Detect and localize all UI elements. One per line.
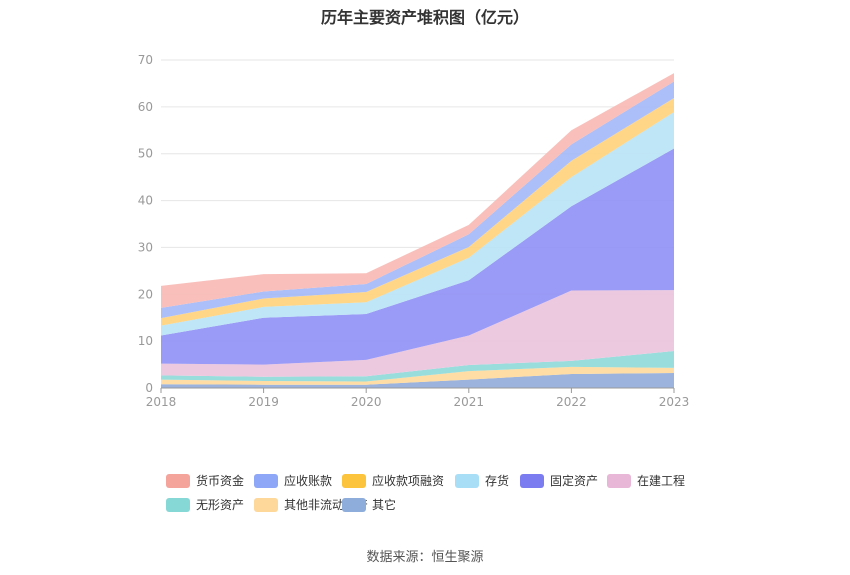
legend-swatch <box>607 473 631 488</box>
legend-label: 应收账款 <box>284 474 333 488</box>
chart-title: 历年主要资产堆积图（亿元） <box>320 8 529 27</box>
area-series-2 <box>161 350 674 382</box>
x-tick-label: 2018 <box>146 395 177 409</box>
area-series-5 <box>161 112 674 336</box>
y-tick-label: 10 <box>138 334 153 348</box>
legend-label: 在建工程 <box>637 474 686 488</box>
legend-swatch <box>342 473 366 488</box>
legend-label: 固定资产 <box>550 474 599 488</box>
area-series-4 <box>161 148 674 365</box>
legend-label: 无形资产 <box>196 498 245 512</box>
legend-label: 存货 <box>485 474 510 488</box>
legend-item[interactable]: 其它 <box>342 496 396 513</box>
legend-item[interactable]: 固定资产 <box>520 472 598 489</box>
area-series-0 <box>161 373 674 388</box>
y-tick-label: 30 <box>138 240 153 254</box>
y-tick-label: 70 <box>138 53 153 67</box>
y-tick-label: 60 <box>138 100 153 114</box>
legend-item[interactable]: 应收账款 <box>254 472 332 489</box>
legend-item[interactable]: 在建工程 <box>607 472 685 489</box>
legend-swatch <box>520 473 544 488</box>
x-tick-label: 2020 <box>351 395 382 409</box>
legend-swatch <box>166 473 190 488</box>
source-note: 数据来源：恒生聚源 <box>366 550 484 565</box>
y-tick-label: 40 <box>138 194 153 208</box>
legend-item[interactable]: 货币资金 <box>166 472 244 489</box>
area-series-1 <box>161 366 674 385</box>
x-tick-label: 2021 <box>454 395 485 409</box>
legend-swatch <box>254 497 278 512</box>
area-series-3 <box>161 290 674 377</box>
y-tick-label: 0 <box>145 381 153 395</box>
y-tick-label: 20 <box>138 287 153 301</box>
legend-label: 应收款项融资 <box>372 474 445 488</box>
y-tick-label: 50 <box>138 147 153 161</box>
legend-label: 其它 <box>372 498 397 512</box>
legend-item[interactable]: 存货 <box>455 472 509 489</box>
x-tick-label: 2023 <box>659 395 690 409</box>
legend-item[interactable]: 应收款项融资 <box>342 472 444 489</box>
legend-swatch <box>254 473 278 488</box>
area-series-8 <box>161 73 674 308</box>
stacked-area-chart: 0 10 20 30 40 50 60 70 2018 2019 2020 2021 2022 2023 <box>138 53 690 409</box>
area-series <box>161 73 674 388</box>
axes: 0 10 20 30 40 50 60 70 2018 2019 2020 2021 2022 2023 <box>138 53 690 409</box>
legend-label: 货币资金 <box>196 474 245 488</box>
legend-swatch <box>455 473 479 488</box>
legend-swatch <box>166 497 190 512</box>
x-tick-label: 2022 <box>556 395 587 409</box>
legend-swatch <box>342 497 366 512</box>
legend-item[interactable]: 无形资产 <box>166 496 244 513</box>
x-tick-label: 2019 <box>248 395 279 409</box>
